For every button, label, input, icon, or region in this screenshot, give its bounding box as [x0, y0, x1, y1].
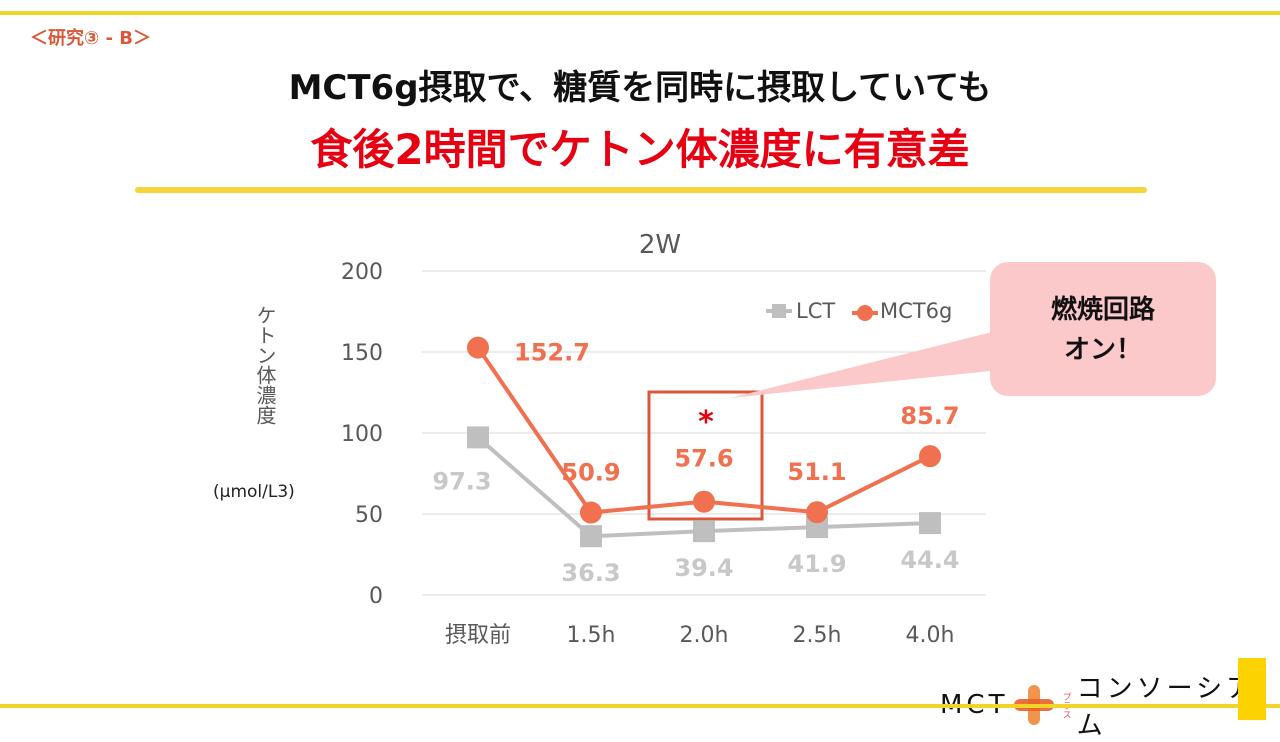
corner-block [1238, 658, 1266, 720]
legend-mct-label: MCT6g [880, 299, 952, 323]
mct6g-point [580, 501, 602, 524]
legend: LCT MCT6g [766, 299, 952, 323]
mct6g-data-label: 50.9 [561, 459, 620, 487]
lct-point [580, 525, 602, 548]
significance-highlight-box [647, 390, 764, 521]
title-line-1: MCT6g摂取で、糖質を同時に摂取していても [288, 68, 992, 108]
lct-data-label: 39.4 [674, 554, 733, 582]
lct-point [467, 426, 489, 449]
mct6g-point [467, 336, 489, 359]
lct-data-label: 36.3 [561, 559, 620, 587]
callout-text: 燃焼回路 オン！ [992, 290, 1214, 370]
chart-title: 2W [639, 230, 681, 260]
mct6g-point [919, 445, 941, 468]
x-tick-label: 1.5h [567, 623, 616, 648]
top-rule [0, 11, 1280, 15]
y-tick-label: 150 [341, 341, 383, 366]
significance-asterisk: * [698, 405, 714, 440]
lct-data-label: 44.4 [900, 546, 959, 574]
lct-point [693, 520, 715, 543]
lct-point [919, 512, 941, 535]
legend-lct-label: LCT [796, 299, 835, 323]
y-axis-label: ケトン体濃度 [253, 305, 277, 425]
x-tick-label: 摂取前 [445, 623, 511, 648]
y-tick-label: 200 [341, 260, 383, 285]
x-tick-label: 2.5h [793, 623, 842, 648]
mct6g-point [693, 490, 715, 513]
y-tick-label: 100 [341, 422, 383, 447]
legend-lct-marker [772, 304, 786, 318]
ketone-chart: 2W 0 50 100 150 200 摂取前 1.5h 2.0h 2.5h 4.0h ケトン体… [213, 230, 1216, 648]
bottom-rule [0, 704, 1280, 708]
callout-line-2: オン！ [1063, 335, 1142, 365]
title-line-2: 食後2時間でケトン体濃度に有意差 [310, 125, 970, 174]
x-tick-label: 2.0h [680, 623, 729, 648]
y-tick-label: 50 [355, 503, 383, 528]
callout-line-1: 燃焼回路 [1050, 295, 1155, 325]
mct6g-data-label: 85.7 [900, 402, 959, 430]
legend-mct-marker [857, 305, 873, 321]
y-axis-unit: (μmol/L3) [213, 482, 295, 502]
y-tick-label: 0 [369, 584, 383, 609]
mct6g-data-label: 57.6 [674, 445, 733, 473]
callout-bubble [730, 262, 1216, 398]
mct6g-point [806, 501, 828, 524]
study-tag: ＜研究③ - B＞ [30, 28, 151, 49]
title-underline [135, 187, 1147, 193]
mct6g-data-label: 152.7 [514, 339, 590, 367]
lct-data-label: 97.3 [432, 467, 491, 495]
mct6g-data-label: 51.1 [787, 458, 846, 486]
x-tick-label: 4.0h [906, 623, 955, 648]
lct-data-label: 41.9 [787, 550, 846, 578]
